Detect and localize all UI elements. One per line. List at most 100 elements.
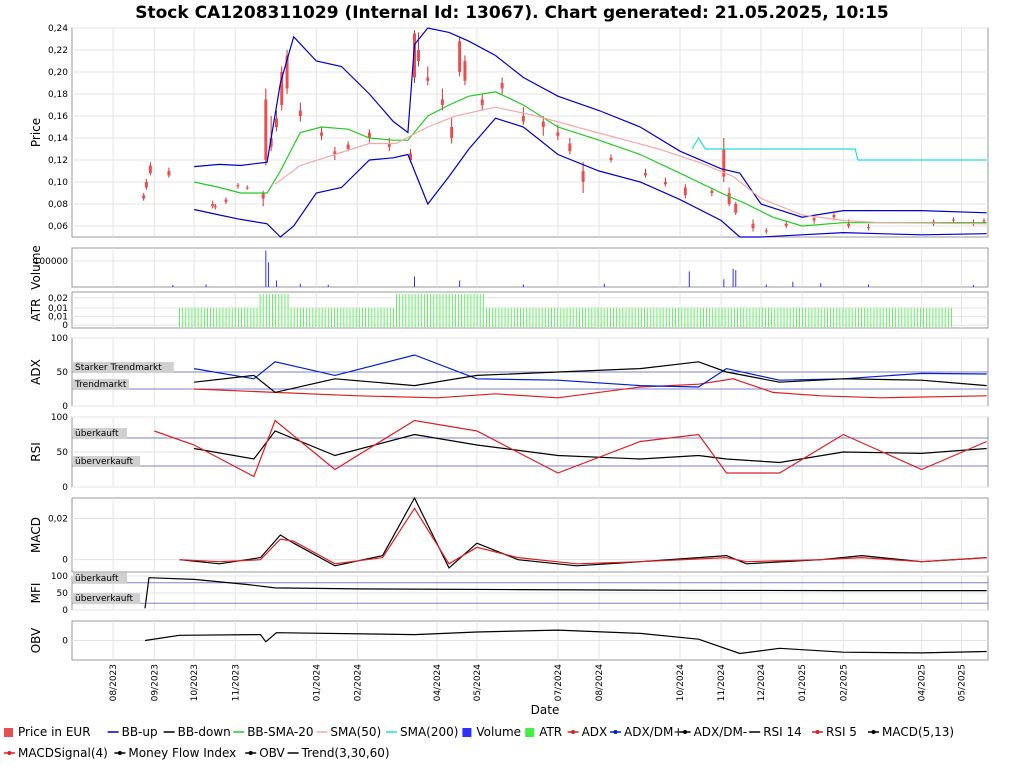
legend-item: Volume bbox=[476, 725, 521, 739]
x-tick-label: 10/2024 bbox=[676, 664, 686, 702]
x-tick-label: 05/2025 bbox=[957, 664, 967, 701]
candle-body bbox=[500, 83, 504, 89]
y-tick-label: 0,20 bbox=[48, 68, 68, 78]
x-tick-label: 07/2024 bbox=[554, 664, 564, 702]
legend-item: ATR bbox=[539, 725, 562, 739]
x-tick-label: 05/2024 bbox=[473, 664, 483, 702]
legend-item: ADX/DM- bbox=[694, 725, 748, 739]
candle-body bbox=[213, 206, 217, 208]
legend-swatch-dot bbox=[683, 730, 688, 734]
candle-body bbox=[280, 72, 284, 105]
series-line bbox=[154, 419, 987, 478]
legend-item: BB-up bbox=[122, 725, 158, 739]
x-axis-label: Date bbox=[531, 703, 560, 717]
legend-item: SMA(50) bbox=[330, 725, 381, 739]
y-tick-label: 0,08 bbox=[48, 200, 68, 210]
candle-body bbox=[245, 187, 249, 189]
legend-item: MACDSignal(4) bbox=[18, 746, 108, 760]
y-axis-label: Price bbox=[29, 118, 43, 147]
legend-swatch-dot bbox=[815, 730, 820, 734]
candle-body bbox=[663, 182, 667, 185]
zone-label-bg bbox=[73, 593, 141, 605]
candle-body bbox=[416, 50, 420, 61]
panel-price: 0,06 0,08 0,10 0,12 0,14 0,16 0,18 0,20 0,22 0,24… bbox=[29, 24, 989, 238]
candle-body bbox=[236, 185, 240, 187]
series-line bbox=[193, 117, 987, 238]
legend-swatch bbox=[525, 728, 535, 737]
y-tick-label: 50 bbox=[57, 448, 69, 458]
legend-swatch-dot bbox=[613, 730, 618, 734]
zone-label-bg bbox=[73, 362, 174, 373]
x-tick-label: 01/2024 bbox=[312, 664, 322, 702]
candle-body bbox=[264, 99, 268, 160]
y-tick-label: 0,18 bbox=[48, 90, 68, 100]
candle-body bbox=[556, 132, 560, 136]
chart-panels: 0,06 0,08 0,10 0,12 0,14 0,16 0,18 0,20 0,22 0,24… bbox=[29, 24, 989, 661]
series-line bbox=[194, 361, 987, 394]
x-tick-label: 12/2024 bbox=[757, 664, 767, 702]
legend-swatch-dot bbox=[7, 751, 12, 755]
legend-item: Money Flow Index bbox=[128, 746, 236, 760]
zone-label: Trendmarkt bbox=[74, 380, 127, 390]
legend-item: RSI 14 bbox=[763, 725, 802, 739]
legend-swatch bbox=[462, 728, 472, 737]
series-line bbox=[274, 106, 987, 225]
series-line bbox=[144, 577, 987, 609]
legend-item: SMA(200) bbox=[400, 725, 458, 739]
candle-body bbox=[751, 223, 755, 229]
x-tick-label: 02/2024 bbox=[353, 664, 363, 702]
y-axis-label: ATR bbox=[29, 299, 43, 322]
candle-body bbox=[409, 153, 413, 160]
y-axis-label: Volume bbox=[29, 245, 43, 290]
panel-mfi: 0 50 100 MFI überkauft überverkauft bbox=[29, 572, 989, 616]
candle-body bbox=[847, 223, 851, 226]
x-tick-label: 04/2024 bbox=[433, 664, 443, 702]
y-axis-label: OBV bbox=[29, 627, 43, 653]
y-tick-label: 0,02 bbox=[48, 515, 68, 525]
x-tick-label: 02/2025 bbox=[839, 664, 849, 701]
zone-label: Starker Trendmarkt bbox=[75, 363, 162, 373]
y-tick-label: 0 bbox=[62, 483, 68, 493]
legend-swatch-dot bbox=[248, 751, 253, 755]
candle-body bbox=[521, 116, 525, 122]
y-axis-label: RSI bbox=[29, 442, 43, 462]
x-tick-label: 08/2024 bbox=[595, 664, 605, 702]
y-tick-label: 0,24 bbox=[48, 24, 68, 34]
candle-body bbox=[568, 143, 572, 152]
candle-body bbox=[480, 99, 484, 105]
candle-body bbox=[333, 151, 337, 155]
candle-body bbox=[142, 195, 146, 199]
y-tick-label: 0 bbox=[62, 637, 68, 647]
series-line bbox=[179, 507, 987, 565]
y-tick-label: 0,02 bbox=[48, 294, 68, 304]
candle-body bbox=[784, 223, 788, 226]
y-tick-label: 0,10 bbox=[48, 178, 68, 188]
candle-body bbox=[710, 190, 714, 193]
y-tick-label: 0 bbox=[62, 402, 68, 412]
candle-body bbox=[144, 182, 148, 188]
panel-adx: 0 50 100 ADX Starker Trendmarkt Trendmarkt bbox=[29, 334, 989, 412]
y-tick-label: 0,01 bbox=[48, 304, 68, 314]
y-tick-label: 50 bbox=[57, 589, 69, 599]
candle-body bbox=[387, 143, 391, 147]
x-tick-label: 01/2025 bbox=[798, 664, 808, 701]
candle-body bbox=[261, 193, 265, 199]
legend-swatch-dot bbox=[117, 751, 122, 755]
y-tick-label: 0,14 bbox=[48, 134, 68, 144]
y-tick-label: 100 bbox=[51, 572, 68, 582]
candle-body bbox=[274, 118, 278, 127]
y-axis-label: MACD bbox=[29, 517, 43, 553]
candle-body bbox=[581, 171, 585, 182]
legend-swatch-dot bbox=[571, 730, 576, 734]
zone-label: überkauft bbox=[75, 574, 119, 584]
y-tick-label: 0 bbox=[62, 606, 68, 616]
x-tick-label: 11/2024 bbox=[717, 664, 727, 702]
x-tick-label: 08/2023 bbox=[109, 664, 119, 701]
series-line bbox=[194, 27, 987, 218]
candle-body bbox=[320, 132, 324, 136]
candle-body bbox=[450, 127, 454, 138]
y-tick-label: 0 bbox=[62, 556, 68, 566]
y-axis-label: MFI bbox=[29, 583, 43, 604]
